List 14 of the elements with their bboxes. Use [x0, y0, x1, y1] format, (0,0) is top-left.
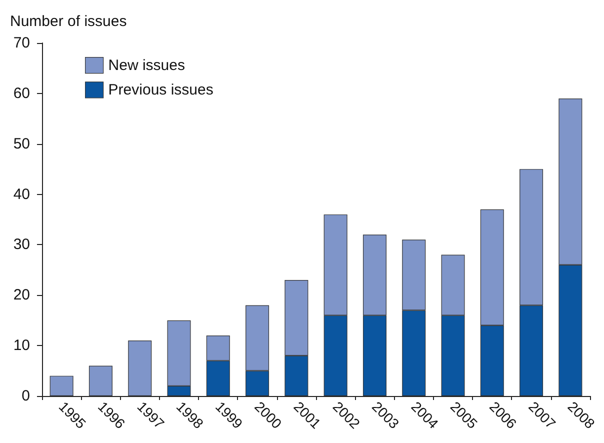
legend-label: Previous issues: [108, 81, 214, 98]
y-tick-label: 10: [13, 337, 30, 354]
bar: [128, 340, 152, 396]
legend-label: New issues: [108, 56, 186, 74]
bar: [50, 376, 74, 396]
y-tick-label: 40: [13, 186, 30, 203]
y-tick-label: 20: [13, 286, 30, 304]
y-tick-label: 70: [13, 34, 30, 52]
y-tick-label: 50: [13, 135, 30, 152]
y-tick-label: 30: [13, 236, 30, 254]
y-axis-title: Number of issues: [10, 13, 127, 30]
y-tick-label: 0: [22, 388, 30, 404]
bar: [88, 366, 112, 396]
y-tick-label: 60: [13, 84, 30, 102]
